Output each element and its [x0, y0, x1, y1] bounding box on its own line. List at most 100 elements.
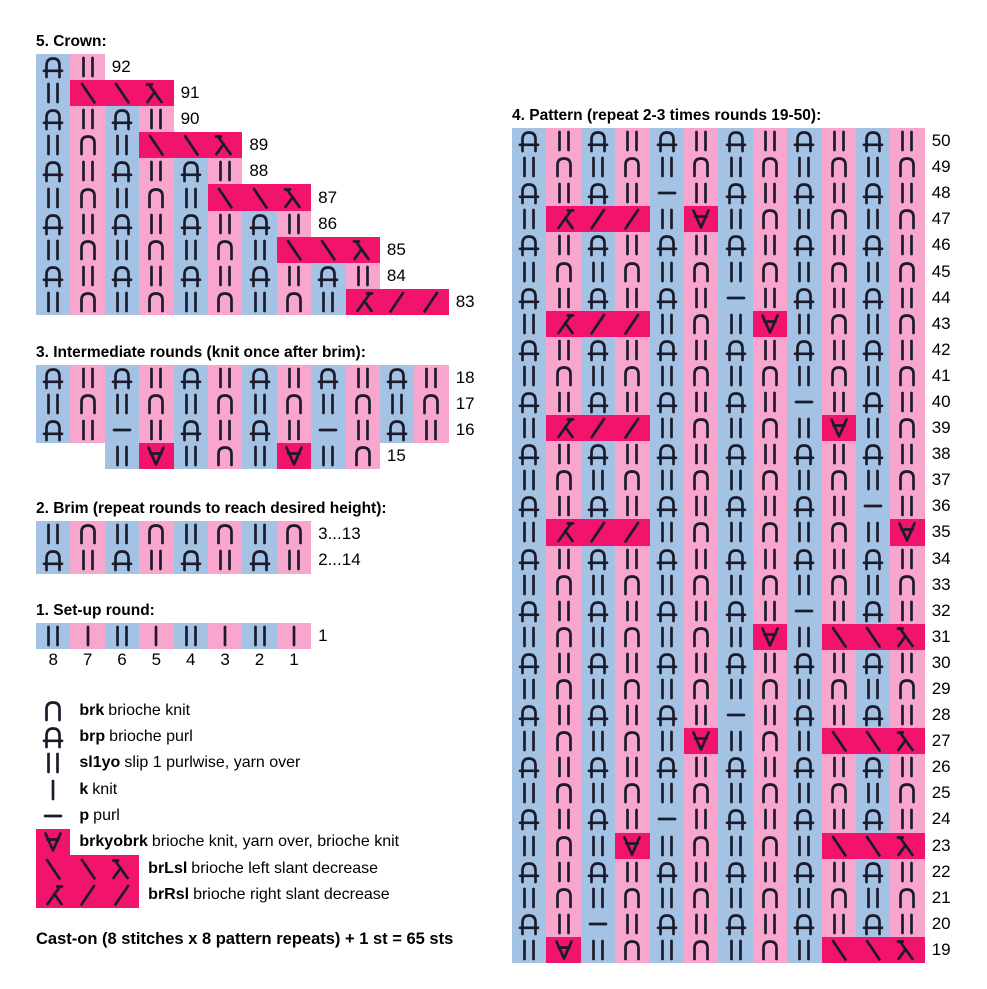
cell-sl: [752, 858, 788, 885]
brp-icon: [317, 265, 339, 288]
cell-sl: [821, 597, 856, 624]
cell-sl: [615, 441, 650, 468]
cell-brk: [890, 675, 925, 703]
brk-icon: [555, 731, 572, 752]
brp-icon: [656, 444, 678, 466]
cell-fs: [615, 415, 650, 442]
cell-brp: [718, 441, 753, 468]
bs-icon: [831, 626, 847, 648]
fs-icon: [389, 291, 405, 313]
chart-row: 3...13: [36, 521, 475, 548]
legend-abbr: brRsl: [148, 885, 190, 903]
brk-icon: [555, 783, 572, 804]
cell-bs: [855, 623, 891, 650]
row-number: 26: [931, 757, 951, 777]
cell-brp: [649, 388, 684, 416]
yo-icon: [692, 731, 710, 752]
cell-brp: [173, 364, 208, 392]
cell-brk: [752, 571, 788, 598]
sl-icon: [660, 626, 673, 648]
brp-icon: [42, 57, 64, 79]
brp-icon: [862, 809, 884, 831]
brk-icon: [354, 394, 371, 415]
cell-sl: [104, 288, 140, 315]
cell-brp: [512, 754, 547, 781]
cell-sl: [683, 597, 719, 624]
cell-brp: [649, 910, 684, 937]
sl-icon: [729, 730, 742, 752]
cell-brp: [855, 388, 891, 416]
brk-icon: [79, 239, 96, 261]
brp-icon: [587, 809, 609, 831]
cell-brp: [173, 547, 208, 574]
rl-icon: [556, 522, 574, 543]
brk-icon: [624, 470, 641, 491]
brp-icon: [518, 183, 540, 205]
cell-brp: [36, 158, 71, 185]
cell-sl: [615, 702, 650, 729]
cell-bs: [70, 855, 105, 882]
cell-sl: [173, 184, 208, 211]
sl-icon: [798, 574, 811, 595]
brp-icon: [518, 131, 540, 153]
cell-sl: [683, 128, 719, 155]
cell-brp: [36, 262, 71, 289]
cell-brp: [580, 180, 616, 207]
cell-sl: [787, 258, 822, 285]
chart-row: 87: [36, 184, 475, 211]
cell-brp: [173, 210, 208, 237]
cell-brk: [752, 780, 788, 807]
cell-brp: [649, 649, 684, 676]
brp-icon: [793, 287, 815, 309]
sl-icon: [729, 522, 742, 543]
brk-icon: [217, 292, 233, 313]
cell-sl: [242, 622, 277, 649]
brp-icon: [587, 496, 609, 518]
cell-brp: [36, 364, 71, 392]
chart-row: 31: [512, 623, 951, 650]
cell-brk: [683, 884, 719, 911]
chart-row: 30: [512, 649, 951, 676]
sl-icon: [47, 239, 60, 261]
cell-sl: [104, 443, 140, 470]
yo-icon: [44, 832, 63, 853]
brk-icon: [555, 157, 572, 178]
brp-icon: [111, 368, 133, 390]
cell-sl: [580, 362, 616, 389]
cell-sl: [512, 415, 547, 442]
row-number: 31: [931, 626, 951, 646]
cell-brp: [855, 597, 891, 624]
cell-fs: [615, 310, 650, 337]
cell-sl: [104, 236, 140, 263]
brp-icon: [793, 183, 815, 205]
cell-p: [787, 597, 822, 624]
cell-brk: [615, 936, 650, 963]
cell-sl: [718, 675, 753, 703]
cell-fs: [580, 519, 616, 546]
sl-icon: [626, 235, 639, 256]
cell-brp: [580, 232, 616, 259]
rl-icon: [556, 418, 574, 439]
brk-icon: [79, 394, 96, 415]
cell-brk: [683, 467, 719, 494]
row-number: 38: [931, 444, 951, 464]
cell-brk: [890, 154, 925, 181]
chart-row: 26: [512, 754, 951, 781]
cell-la: [890, 832, 925, 859]
cell-brk: [139, 288, 174, 315]
cell-sl: [821, 388, 856, 416]
sl-icon: [798, 626, 811, 648]
sl-icon: [253, 291, 266, 313]
cell-sl: [311, 391, 346, 418]
cell-brp: [512, 545, 547, 572]
sl-icon: [116, 445, 128, 467]
sl-icon: [832, 861, 845, 883]
cell-rl: [345, 288, 380, 315]
brk-icon: [217, 239, 233, 261]
chart-row: 41: [512, 362, 951, 389]
cell-brk: [821, 675, 856, 703]
brk-icon: [762, 887, 778, 909]
cell-brp: [855, 180, 891, 207]
cell-sl: [36, 80, 71, 107]
cell-brp: [855, 910, 891, 937]
